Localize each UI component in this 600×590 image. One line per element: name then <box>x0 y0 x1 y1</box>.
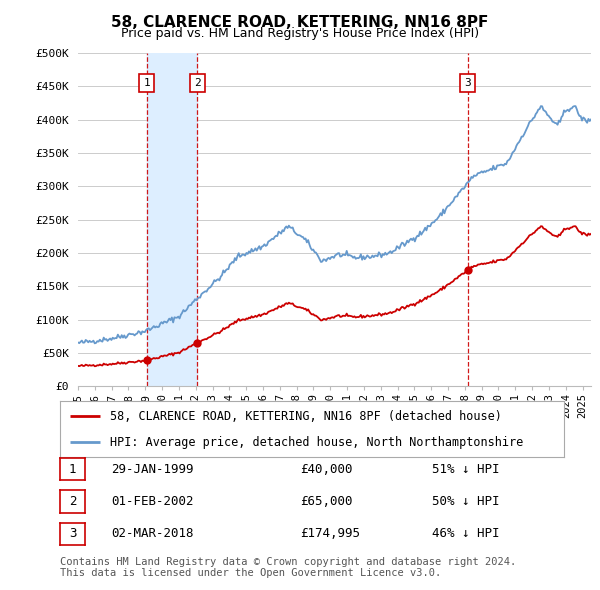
Text: HPI: Average price, detached house, North Northamptonshire: HPI: Average price, detached house, Nort… <box>110 435 524 448</box>
Text: 1: 1 <box>69 463 76 476</box>
Text: 50% ↓ HPI: 50% ↓ HPI <box>432 495 499 508</box>
Text: 01-FEB-2002: 01-FEB-2002 <box>111 495 193 508</box>
Text: 2: 2 <box>194 78 200 88</box>
Text: 51% ↓ HPI: 51% ↓ HPI <box>432 463 499 476</box>
Text: 46% ↓ HPI: 46% ↓ HPI <box>432 527 499 540</box>
Text: Contains HM Land Registry data © Crown copyright and database right 2024.: Contains HM Land Registry data © Crown c… <box>60 557 516 566</box>
Text: This data is licensed under the Open Government Licence v3.0.: This data is licensed under the Open Gov… <box>60 569 441 578</box>
Text: 02-MAR-2018: 02-MAR-2018 <box>111 527 193 540</box>
Bar <box>146 53 197 386</box>
Text: £174,995: £174,995 <box>300 527 360 540</box>
Text: £40,000: £40,000 <box>300 463 353 476</box>
Text: 58, CLARENCE ROAD, KETTERING, NN16 8PF (detached house): 58, CLARENCE ROAD, KETTERING, NN16 8PF (… <box>110 410 502 423</box>
Text: 29-JAN-1999: 29-JAN-1999 <box>111 463 193 476</box>
Text: 58, CLARENCE ROAD, KETTERING, NN16 8PF: 58, CLARENCE ROAD, KETTERING, NN16 8PF <box>112 15 488 30</box>
Text: 2: 2 <box>69 495 76 508</box>
Text: 3: 3 <box>69 527 76 540</box>
Text: 3: 3 <box>464 78 471 88</box>
Text: £65,000: £65,000 <box>300 495 353 508</box>
Text: Price paid vs. HM Land Registry's House Price Index (HPI): Price paid vs. HM Land Registry's House … <box>121 27 479 40</box>
Text: 1: 1 <box>143 78 150 88</box>
